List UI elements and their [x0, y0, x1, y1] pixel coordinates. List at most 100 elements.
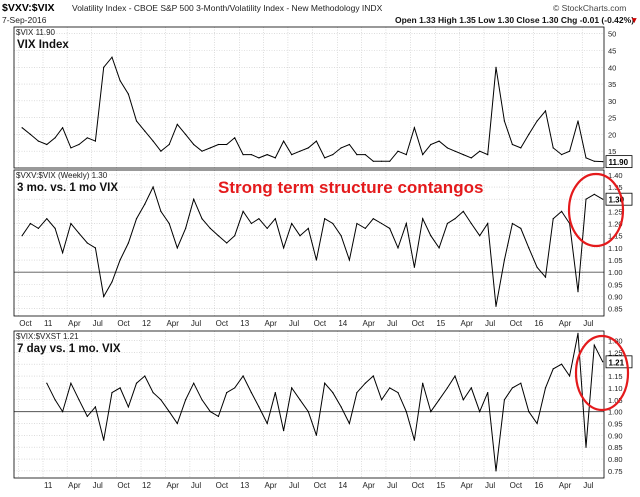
- x-tick-label: 15: [436, 319, 445, 328]
- x-tick-label: Apr: [363, 481, 376, 490]
- data-point: [422, 154, 424, 156]
- contango-highlight-circle-lower: [574, 334, 630, 412]
- data-point: [226, 143, 228, 146]
- x-tick-label: Jul: [289, 319, 299, 328]
- data-point: [503, 399, 505, 401]
- data-point: [274, 218, 276, 220]
- data-point: [209, 227, 211, 229]
- data-point: [405, 222, 407, 225]
- x-tick-label: Oct: [19, 319, 32, 328]
- data-point: [479, 235, 481, 237]
- data-point: [552, 147, 554, 149]
- data-point: [332, 222, 334, 225]
- x-tick-label: Oct: [510, 481, 523, 490]
- data-point: [602, 161, 604, 163]
- x-tick-label: Apr: [363, 319, 376, 328]
- data-point: [185, 133, 187, 135]
- data-point: [381, 160, 383, 162]
- ohlc-readout: Open 1.33 High 1.35 Low 1.30 Close 1.30 …: [395, 15, 634, 25]
- data-point: [389, 227, 391, 229]
- panel-frame: [13, 330, 605, 479]
- data-point: [536, 422, 538, 425]
- data-point: [389, 160, 391, 162]
- data-point: [315, 259, 317, 261]
- data-point: [430, 235, 432, 237]
- data-point: [495, 470, 497, 472]
- data-point: [372, 160, 374, 162]
- data-point: [70, 382, 72, 384]
- y-tick-label: 0.90: [608, 431, 623, 440]
- data-point: [381, 399, 383, 401]
- data-point: [430, 143, 432, 146]
- panel-legend: $VIX:$VXST 1.21: [16, 332, 79, 341]
- data-point: [152, 140, 154, 142]
- y-tick-label: 1.05: [608, 256, 623, 265]
- x-tick-label: Jul: [583, 481, 593, 490]
- data-point: [487, 392, 489, 394]
- x-tick-label: Apr: [559, 319, 572, 328]
- data-point: [364, 227, 366, 229]
- x-tick-label: Apr: [559, 481, 572, 490]
- data-point: [454, 150, 456, 152]
- data-point: [364, 154, 366, 156]
- data-point: [201, 218, 203, 220]
- y-tick-label: 40: [608, 63, 616, 72]
- y-tick-label: 0.90: [608, 293, 623, 302]
- data-point: [520, 227, 522, 229]
- data-point: [86, 415, 88, 417]
- data-point: [348, 259, 350, 261]
- last-value-label: 1.30: [609, 196, 625, 205]
- y-tick-label: 50: [608, 30, 616, 39]
- chart-panels: 15 20 25 30 35 40 45 50 $VIX 11.90 VIX Index 11.90…: [13, 26, 633, 479]
- y-tick-label: 1.20: [608, 220, 623, 229]
- data-point: [111, 392, 113, 394]
- down-arrow-icon: ▼: [630, 15, 638, 25]
- data-point: [315, 140, 317, 142]
- data-point: [536, 266, 538, 268]
- x-tick-label: Jul: [93, 481, 103, 490]
- data-point: [291, 222, 293, 225]
- data-point: [585, 157, 587, 159]
- data-point: [70, 222, 72, 225]
- data-point: [470, 157, 472, 159]
- data-point: [209, 411, 211, 413]
- x-tick-label: Apr: [68, 319, 81, 328]
- x-tick-label: Apr: [264, 481, 277, 490]
- data-point: [258, 157, 260, 159]
- data-point: [291, 154, 293, 156]
- data-point: [193, 382, 195, 384]
- data-point: [577, 332, 579, 334]
- data-point: [470, 387, 472, 389]
- data-point: [405, 411, 407, 413]
- data-point: [168, 222, 170, 225]
- x-tick-label: Jul: [387, 481, 397, 490]
- data-point: [462, 399, 464, 401]
- data-point: [70, 147, 72, 149]
- data-point: [413, 439, 415, 441]
- x-tick-label: Oct: [216, 481, 229, 490]
- data-point: [413, 127, 415, 129]
- panel-legend: $VXV:$VIX (Weekly) 1.30: [16, 171, 108, 180]
- data-point: [495, 305, 497, 307]
- data-point: [307, 411, 309, 413]
- x-tick-label: Apr: [68, 481, 81, 490]
- data-point: [62, 127, 64, 129]
- panel-1: 15 20 25 30 35 40 45 50 $VIX 11.90 VIX Index 11.90: [13, 26, 633, 169]
- data-point: [242, 210, 244, 212]
- data-point: [152, 186, 154, 188]
- symbol-title: $VXV:$VIX: [2, 2, 55, 14]
- x-axis-panel-2: Oct 11 Apr Jul Oct 12 Apr Jul Oct 13 Apr Jul Oct 14 Ap…: [19, 319, 593, 328]
- data-point: [397, 392, 399, 394]
- x-tick-label: Apr: [166, 481, 179, 490]
- data-point: [21, 127, 23, 129]
- data-point: [340, 235, 342, 237]
- series-line: [21, 56, 603, 163]
- data-point: [78, 143, 80, 146]
- last-value-box: [605, 155, 633, 169]
- panel-3: 0.750.800.850.900.951.001.051.101.151.20…: [13, 330, 633, 479]
- y-tick-label: 0.85: [608, 443, 623, 452]
- data-point: [274, 157, 276, 159]
- x-tick-label: Oct: [412, 481, 425, 490]
- data-point: [315, 434, 317, 436]
